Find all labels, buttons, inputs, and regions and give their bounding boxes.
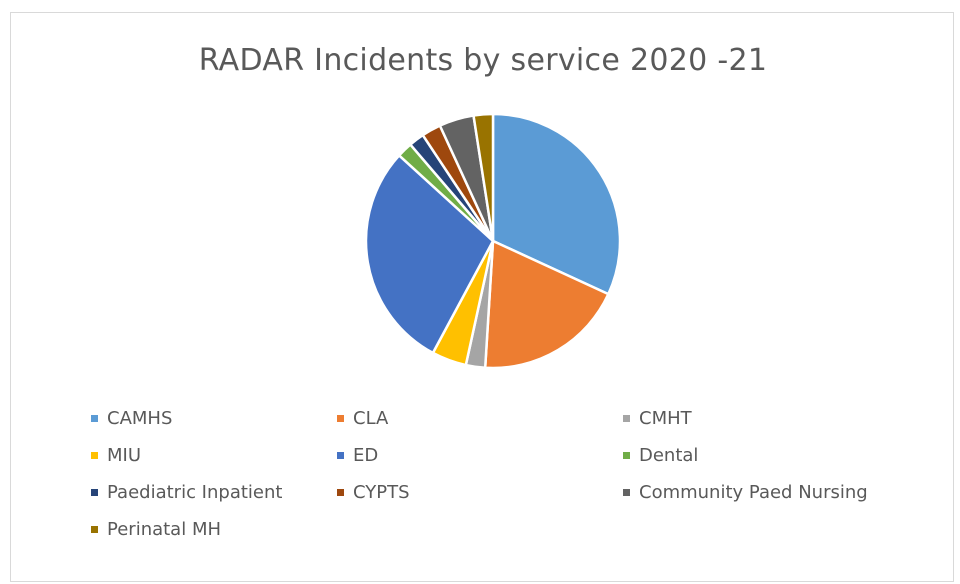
chart-area: RADAR Incidents by service 2020 -21 CAMH… (10, 12, 954, 582)
legend-swatch (623, 488, 630, 496)
legend-swatch (623, 451, 630, 459)
legend-swatch (623, 414, 630, 422)
legend-item-paediatric-inpatient: Paediatric Inpatient (91, 480, 282, 504)
legend-swatch (91, 488, 98, 496)
legend-label: CMHT (639, 407, 692, 429)
legend-item-miu: MIU (91, 443, 141, 467)
pie-chart (364, 112, 622, 370)
legend-label: CAMHS (107, 407, 173, 429)
legend-item-dental: Dental (623, 443, 698, 467)
legend-item-cmht: CMHT (623, 406, 692, 430)
chart-title: RADAR Incidents by service 2020 -21 (198, 43, 768, 78)
pie-slice-camhs (491, 112, 622, 296)
legend-label: Paediatric Inpatient (107, 481, 283, 503)
legend-item-community-paed-nursing: Community Paed Nursing (623, 480, 868, 504)
pie-slice-cla (483, 239, 610, 370)
legend-item-cypts: CYPTS (337, 480, 410, 504)
legend-swatch (91, 451, 98, 459)
legend-item-perinatal-mh: Perinatal MH (91, 517, 221, 541)
pie-slice-perinatal-mh (472, 112, 495, 243)
legend-swatch (337, 414, 344, 422)
legend-label: MIU (107, 444, 142, 466)
legend-label: CYPTS (353, 481, 410, 503)
legend-label: Community Paed Nursing (639, 481, 868, 503)
legend-swatch (91, 525, 98, 533)
legend-label: CLA (353, 407, 389, 429)
legend-item-cla: CLA (337, 406, 388, 430)
legend-label: ED (353, 444, 379, 466)
legend-label: Dental (639, 444, 699, 466)
legend-swatch (337, 488, 344, 496)
legend-label: Perinatal MH (107, 518, 222, 540)
legend-swatch (337, 451, 344, 459)
legend-item-ed: ED (337, 443, 378, 467)
legend-item-camhs: CAMHS (91, 406, 172, 430)
pie-slice-ed (364, 154, 495, 355)
legend-swatch (91, 414, 98, 422)
